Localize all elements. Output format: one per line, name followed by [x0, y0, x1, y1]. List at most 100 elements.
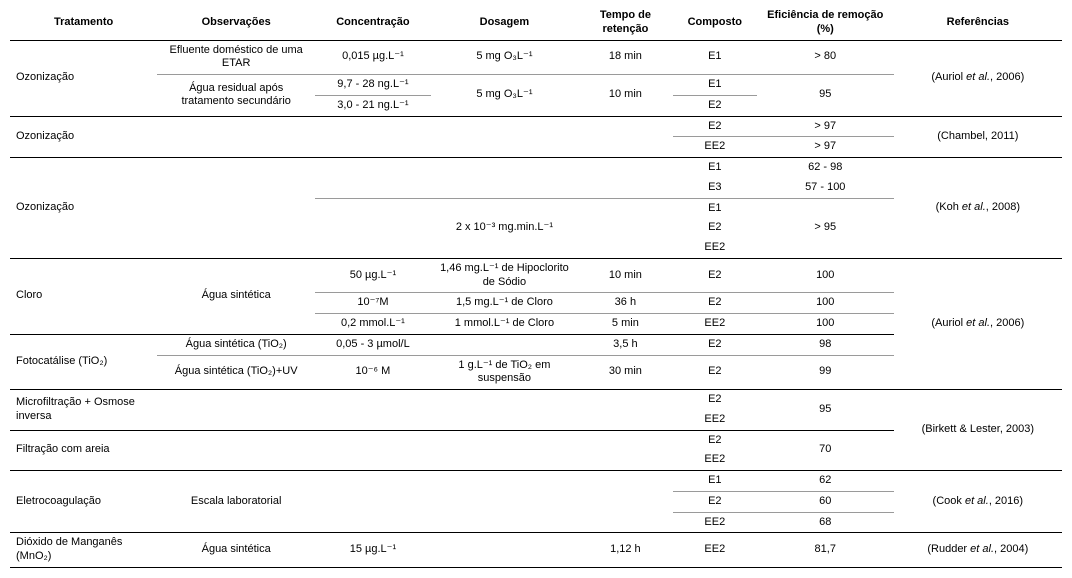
- cell-eff: > 97: [757, 137, 894, 158]
- cell-ref: (Auriol et al., 2006): [894, 258, 1062, 389]
- cell-tempo: 10 min: [578, 258, 673, 293]
- cell-eff: 95: [757, 75, 894, 117]
- cell-dos: [431, 430, 578, 471]
- cell-conc: [315, 430, 431, 471]
- cell-conc: 0,2 mmol.L⁻¹: [315, 314, 431, 335]
- cell-obs: [157, 390, 315, 431]
- cell-eff: > 97: [757, 116, 894, 137]
- cell-eff: 100: [757, 258, 894, 293]
- cell-dos: 1 g.L⁻¹ de TiO₂ em suspensão: [431, 355, 578, 390]
- cell-comp: E2: [673, 355, 757, 390]
- cell-dos: 1 mmol.L⁻¹ de Cloro: [431, 314, 578, 335]
- cell-conc: 0,05 - 3 µmol/L: [315, 334, 431, 355]
- cell-tratamento: Ozonização: [10, 40, 157, 116]
- cell-comp: E2: [673, 293, 757, 314]
- cell-eff: 98: [757, 334, 894, 355]
- cell-dos: 5 mg O₃L⁻¹: [431, 75, 578, 117]
- cell-comp: EE2: [673, 533, 757, 568]
- cell-tempo: 10 min: [578, 75, 673, 117]
- treatments-table: Tratamento Observações Concentração Dosa…: [10, 6, 1062, 568]
- cell-obs: Água sintética: [157, 258, 315, 334]
- cell-eff: 100: [757, 314, 894, 335]
- cell-comp: EE2: [673, 512, 757, 533]
- cell-conc: 50 µg.L⁻¹: [315, 258, 431, 293]
- cell-tratamento: Eletrocoagulação: [10, 471, 157, 533]
- cell-comp: E2: [673, 116, 757, 137]
- th-tratamento: Tratamento: [10, 6, 157, 40]
- cell-tempo: [578, 116, 673, 158]
- cell-eff: > 80: [757, 40, 894, 75]
- cell-tempo: 36 h: [578, 293, 673, 314]
- cell-conc: [315, 198, 431, 258]
- cell-comp: E3: [673, 178, 757, 198]
- cell-tempo: [578, 430, 673, 471]
- cell-comp: E2: [673, 334, 757, 355]
- cell-obs: Água sintética (TiO₂)+UV: [157, 355, 315, 390]
- cell-ref: (Chambel, 2011): [894, 116, 1062, 158]
- cell-conc: 10⁻⁶ M: [315, 355, 431, 390]
- cell-obs: [157, 116, 315, 158]
- cell-eff: 62 - 98: [757, 158, 894, 178]
- cell-dos: [431, 116, 578, 158]
- cell-tratamento: Ozonização: [10, 158, 157, 259]
- th-referencias: Referências: [894, 6, 1062, 40]
- table-row: Microfiltração + Osmose inversa E2 95 (B…: [10, 390, 1062, 410]
- cell-dos: [431, 334, 578, 355]
- cell-comp: E1: [673, 198, 757, 218]
- cell-tratamento: Microfiltração + Osmose inversa: [10, 390, 157, 431]
- cell-tratamento: Cloro: [10, 258, 157, 334]
- cell-conc: 3,0 - 21 ng.L⁻¹: [315, 95, 431, 116]
- th-eficiencia: Eficiência de remoção (%): [757, 6, 894, 40]
- cell-conc: 15 µg.L⁻¹: [315, 533, 431, 568]
- th-observacoes: Observações: [157, 6, 315, 40]
- table-row: Dióxido de Manganês (MnO₂) Água sintétic…: [10, 533, 1062, 568]
- cell-conc: 0,015 µg.L⁻¹: [315, 40, 431, 75]
- cell-comp: EE2: [673, 410, 757, 430]
- cell-conc: [315, 158, 431, 199]
- cell-comp: E2: [673, 218, 757, 238]
- cell-ref: (Birkett & Lester, 2003): [894, 390, 1062, 471]
- cell-comp: EE2: [673, 314, 757, 335]
- cell-comp: E2: [673, 430, 757, 450]
- cell-obs: Água residual após tratamento secundário: [157, 75, 315, 117]
- cell-tempo: 3,5 h: [578, 334, 673, 355]
- cell-comp: EE2: [673, 137, 757, 158]
- cell-tratamento: Dióxido de Manganês (MnO₂): [10, 533, 157, 568]
- cell-tratamento: Fotocatálise (TiO₂): [10, 334, 157, 389]
- cell-dos: 1,5 mg.L⁻¹ de Cloro: [431, 293, 578, 314]
- cell-conc: [315, 116, 431, 158]
- th-tempo: Tempo de retenção: [578, 6, 673, 40]
- cell-dos: [431, 158, 578, 199]
- cell-obs: Efluente doméstico de uma ETAR: [157, 40, 315, 75]
- cell-dos: 2 x 10⁻³ mg.min.L⁻¹: [431, 198, 578, 258]
- cell-conc: [315, 390, 431, 431]
- cell-conc: 9,7 - 28 ng.L⁻¹: [315, 75, 431, 96]
- cell-dos: 1,46 mg.L⁻¹ de Hipoclorito de Sódio: [431, 258, 578, 293]
- cell-tempo: 1,12 h: [578, 533, 673, 568]
- cell-tempo: [578, 158, 673, 199]
- cell-dos: [431, 471, 578, 533]
- cell-eff: 100: [757, 293, 894, 314]
- cell-eff: 68: [757, 512, 894, 533]
- table-row: Cloro Água sintética 50 µg.L⁻¹ 1,46 mg.L…: [10, 258, 1062, 293]
- cell-comp: E2: [673, 491, 757, 512]
- cell-eff: 81,7: [757, 533, 894, 568]
- cell-eff: 57 - 100: [757, 178, 894, 198]
- cell-tempo: 30 min: [578, 355, 673, 390]
- cell-tempo: [578, 198, 673, 258]
- cell-eff: 70: [757, 430, 894, 471]
- cell-tempo: [578, 471, 673, 533]
- cell-obs: Água sintética: [157, 533, 315, 568]
- cell-ref: (Rudder et al., 2004): [894, 533, 1062, 568]
- table-row: Ozonização E2 > 97 (Chambel, 2011): [10, 116, 1062, 137]
- table-container: Tratamento Observações Concentração Dosa…: [0, 0, 1072, 578]
- cell-ref: (Koh et al., 2008): [894, 158, 1062, 259]
- cell-obs: [157, 430, 315, 471]
- header-row: Tratamento Observações Concentração Dosa…: [10, 6, 1062, 40]
- table-row: Eletrocoagulação Escala laboratorial E1 …: [10, 471, 1062, 492]
- cell-tempo: [578, 390, 673, 431]
- cell-tratamento: Ozonização: [10, 116, 157, 158]
- cell-comp: E1: [673, 471, 757, 492]
- cell-ref: (Auriol et al., 2006): [894, 40, 1062, 116]
- table-row: Ozonização Efluente doméstico de uma ETA…: [10, 40, 1062, 75]
